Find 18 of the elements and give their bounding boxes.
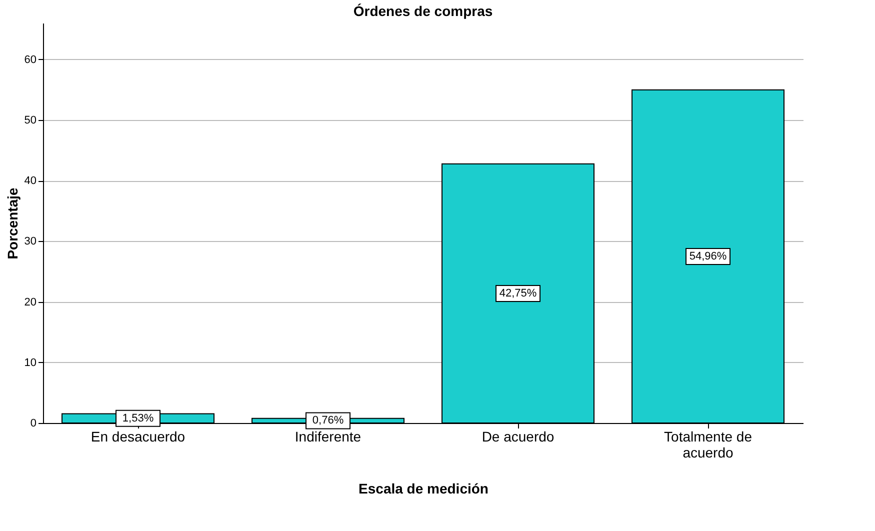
y-tick-label: 40 (24, 175, 36, 188)
data-label: 0,76% (312, 414, 344, 427)
y-tick-label: 30 (24, 236, 36, 248)
y-axis-title: Porcentaje (4, 187, 20, 260)
data-label: 1,53% (122, 412, 154, 424)
x-axis-title: Escala de medición (358, 480, 488, 496)
data-label: 54,96% (689, 250, 727, 262)
y-tick-label: 20 (24, 296, 36, 308)
y-tick-label: 50 (24, 114, 36, 126)
y-tick-label: 0 (30, 418, 36, 430)
data-label: 42,75% (499, 287, 537, 300)
x-tick-label: Indiferente (294, 428, 362, 444)
x-tick-label: De acuerdo (482, 428, 554, 444)
y-tick-label: 10 (24, 356, 36, 369)
x-tick-label: Totalmente de acuerdo (664, 428, 752, 460)
y-tick-label: 60 (24, 54, 36, 66)
x-tick-label: En desacuerdo (90, 428, 186, 444)
chart-title: Órdenes de compras (353, 3, 493, 19)
